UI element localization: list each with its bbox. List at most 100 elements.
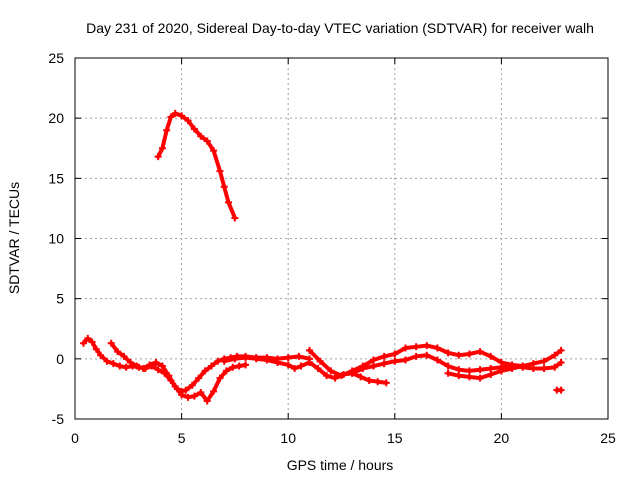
data-point-marker	[401, 356, 409, 364]
data-point-marker	[331, 374, 339, 382]
data-point-marker	[369, 362, 377, 370]
data-point-marker	[158, 144, 166, 152]
data-point-marker	[314, 364, 322, 372]
data-point-marker	[242, 361, 250, 369]
data-point-marker	[476, 348, 484, 356]
data-point-marker	[476, 374, 484, 382]
data-point-marker	[182, 386, 190, 394]
data-point-marker	[487, 352, 495, 360]
data-point-marker	[216, 167, 224, 175]
y-tick-label: 20	[48, 110, 64, 126]
data-point-marker	[444, 349, 452, 357]
data-point-marker	[284, 354, 292, 362]
axis-ticks: 0 5 10 15 20 25 -5 0 5 10 15 20 25	[48, 50, 616, 446]
x-tick-label: 20	[494, 430, 510, 446]
data-point-marker	[188, 381, 196, 389]
data-point-marker	[380, 360, 388, 368]
data-point-marker	[551, 363, 559, 371]
data-point-marker	[80, 339, 88, 347]
data-point-marker	[197, 132, 205, 140]
data-point-marker	[274, 358, 282, 366]
data-point-marker	[109, 360, 117, 368]
data-point-marker	[252, 355, 260, 363]
data-point-marker	[465, 350, 473, 358]
data-point-marker	[231, 214, 239, 222]
y-tick-label: -5	[52, 411, 65, 427]
y-tick-label: 15	[48, 170, 64, 186]
data-point-marker	[178, 112, 186, 120]
data-point-marker	[540, 357, 548, 365]
x-tick-label: 0	[71, 430, 79, 446]
data-point-marker	[203, 397, 211, 405]
data-point-marker	[444, 369, 452, 377]
data-point-marker	[220, 357, 228, 365]
data-point-marker	[184, 393, 192, 401]
series-track-b	[107, 339, 250, 405]
data-point-marker	[171, 383, 179, 391]
data-point-marker	[154, 366, 162, 374]
data-point-marker	[497, 367, 505, 375]
data-point-marker	[203, 137, 211, 145]
data-point-marker	[92, 345, 100, 353]
data-point-marker	[263, 356, 271, 364]
data-point-marker	[84, 334, 92, 342]
data-point-marker	[146, 361, 154, 369]
data-point-marker	[338, 372, 345, 380]
data-point-marker	[433, 356, 441, 364]
x-tick-label: 10	[280, 430, 296, 446]
data-point-marker	[391, 357, 399, 365]
data-point-marker	[465, 373, 473, 381]
data-point-marker	[190, 125, 198, 133]
data-point-marker	[178, 391, 186, 399]
data-point-marker	[167, 113, 175, 121]
data-point-marker	[382, 379, 390, 387]
data-point-marker	[210, 387, 218, 395]
data-point-marker	[455, 366, 463, 374]
data-point-marker	[487, 370, 495, 378]
data-point-marker	[220, 183, 228, 191]
series-line	[81, 336, 312, 394]
data-point-marker	[154, 153, 162, 161]
data-point-marker	[214, 357, 222, 365]
data-point-marker	[225, 198, 233, 206]
data-point-marker	[197, 389, 205, 397]
data-point-marker	[369, 356, 377, 364]
chart-title: Day 231 of 2020, Sidereal Day-to-day VTE…	[86, 20, 594, 36]
data-point-marker	[306, 358, 314, 366]
data-point-marker	[231, 355, 239, 363]
data-point-marker	[201, 367, 209, 375]
x-tick-label: 5	[178, 430, 186, 446]
data-point-marker	[139, 364, 147, 372]
data-point-marker	[465, 367, 473, 375]
data-point-marker	[284, 361, 292, 369]
data-point-marker	[133, 362, 141, 370]
x-tick-label: 15	[387, 430, 403, 446]
data-point-marker	[116, 362, 124, 370]
data-point-marker	[423, 351, 431, 359]
data-point-marker	[171, 109, 179, 117]
data-point-marker	[412, 352, 420, 360]
data-point-marker	[195, 374, 203, 382]
y-tick-label: 10	[48, 231, 64, 247]
data-point-marker	[529, 360, 537, 368]
y-tick-label: 5	[56, 291, 64, 307]
data-point-marker	[190, 392, 198, 400]
data-point-marker	[229, 363, 237, 371]
data-point-marker	[487, 364, 495, 372]
data-point-marker	[327, 367, 335, 375]
series-track-d	[306, 342, 527, 380]
data-point-marker	[476, 366, 484, 374]
series-track-f	[444, 346, 565, 382]
x-axis-label: GPS time / hours	[287, 457, 394, 473]
data-point-marker	[444, 362, 452, 370]
data-point-marker	[222, 367, 230, 375]
data-point-marker	[557, 358, 565, 366]
series-line	[109, 341, 248, 403]
data-point-marker	[291, 364, 299, 372]
data-point-marker	[107, 339, 115, 347]
data-point-marker	[97, 351, 105, 359]
data-series-layer	[80, 109, 565, 405]
data-point-marker	[455, 351, 463, 359]
data-point-marker	[423, 342, 431, 350]
